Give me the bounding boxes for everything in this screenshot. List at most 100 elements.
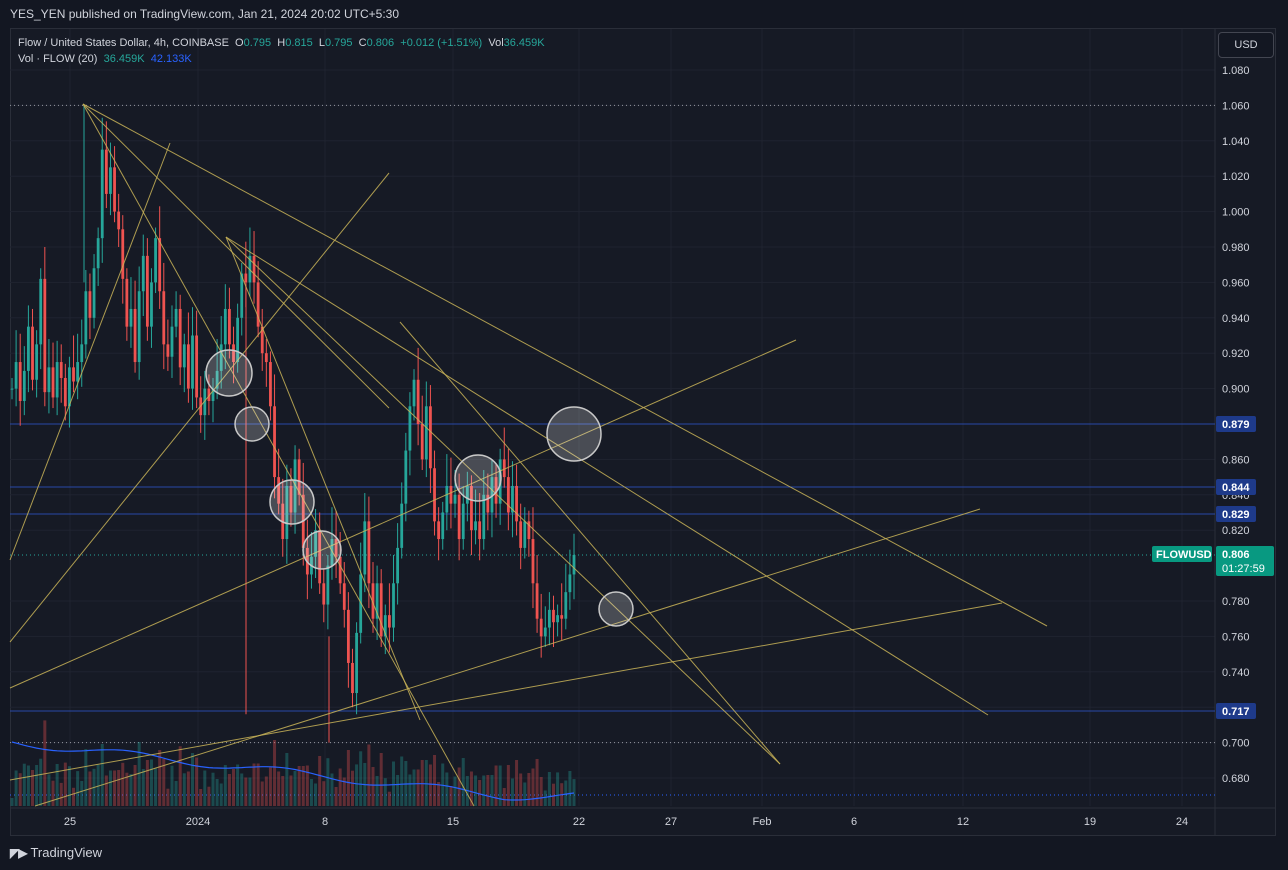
candle-body xyxy=(35,344,39,380)
volume-bar xyxy=(502,788,506,806)
volume-bar xyxy=(457,767,461,806)
y-tick-label: 0.900 xyxy=(1222,384,1250,396)
highlight-circle xyxy=(205,349,253,397)
candle-body xyxy=(228,308,231,345)
volume-bar xyxy=(281,776,285,806)
y-tick-label: 0.940 xyxy=(1222,313,1250,325)
candle-body xyxy=(158,238,162,292)
trend-line xyxy=(225,236,989,716)
candle-body xyxy=(154,238,157,283)
footer-branding: ◤▶ TradingView xyxy=(10,845,102,860)
candle-body xyxy=(22,370,26,401)
candle-body xyxy=(502,459,506,478)
volume-bar xyxy=(375,776,379,806)
candle-body xyxy=(129,308,133,327)
volume-bar xyxy=(326,758,330,806)
volume-bar xyxy=(416,769,420,806)
candle-body xyxy=(104,149,108,194)
candle-body xyxy=(39,278,43,345)
volume-bar xyxy=(539,777,543,806)
candle-body xyxy=(568,574,572,593)
volume-bar xyxy=(474,775,478,806)
volume-bar xyxy=(461,758,465,806)
y-tick-label: 0.980 xyxy=(1222,242,1250,254)
volume-bar xyxy=(379,753,383,806)
volume-bar xyxy=(170,765,174,806)
x-tick-label: 24 xyxy=(1176,816,1188,828)
tradingview-logo-icon: ◤▶ xyxy=(10,845,27,860)
highlight-circle xyxy=(598,591,634,627)
y-tick-label: 0.760 xyxy=(1222,631,1250,643)
volume-bar xyxy=(108,770,112,806)
y-tick-label: 1.020 xyxy=(1222,171,1250,183)
candle-body xyxy=(269,362,272,407)
volume-bar xyxy=(149,759,153,806)
volume-bar xyxy=(387,791,391,806)
price-tag-label: 0.879 xyxy=(1222,419,1250,431)
candle-body xyxy=(527,521,531,540)
y-tick-label: 0.740 xyxy=(1222,667,1250,679)
volume-bar xyxy=(564,780,568,806)
volume-bar xyxy=(178,746,182,806)
candle-body xyxy=(178,308,182,368)
volume-bar xyxy=(236,764,240,806)
volume-ma-value: 42.133K xyxy=(150,53,192,65)
volume-bar xyxy=(223,765,227,806)
candle-body xyxy=(55,362,59,398)
volume-bar xyxy=(519,773,523,806)
volume-bar xyxy=(248,777,252,806)
candle-body xyxy=(457,494,461,540)
volume-indicator-value: 36.459K xyxy=(103,53,145,65)
last-price-bg xyxy=(1216,546,1274,576)
candle-body xyxy=(182,344,186,368)
legend-main-row: Flow / United States Dollar, 4h, COINBAS… xyxy=(18,35,545,51)
price-tag-bg xyxy=(1216,703,1256,719)
volume-bar xyxy=(166,788,170,806)
candle-body xyxy=(543,627,547,637)
volume-indicator-label[interactable]: Vol · FLOW (20) xyxy=(18,53,98,65)
candle-body xyxy=(80,344,84,363)
volume-bar xyxy=(256,763,260,806)
volume-bar xyxy=(199,789,203,806)
volume-bar xyxy=(531,768,535,806)
vol-label: Vol xyxy=(488,37,504,49)
candle-body xyxy=(416,379,420,424)
candle-body xyxy=(465,485,469,504)
candle-body xyxy=(92,268,96,318)
candle-body xyxy=(363,521,367,575)
volume-bar xyxy=(342,777,346,806)
volume-bar xyxy=(125,772,129,806)
candle-body xyxy=(470,485,473,531)
volume-bar xyxy=(59,782,63,806)
candle-body xyxy=(396,547,400,584)
chart-frame[interactable] xyxy=(10,28,1276,836)
volume-bar xyxy=(396,775,400,806)
y-tick-label: 0.820 xyxy=(1222,525,1250,537)
candle-body xyxy=(314,530,317,557)
candle-body xyxy=(547,609,551,628)
candle-body xyxy=(531,539,535,584)
volume-bar xyxy=(67,766,71,806)
volume-bar xyxy=(445,772,449,806)
volume-bar xyxy=(117,770,121,806)
symbol-label[interactable]: Flow / United States Dollar, 4h, COINBAS… xyxy=(18,37,229,49)
brand-name: TradingView xyxy=(30,845,103,860)
volume-bar xyxy=(547,772,551,806)
volume-bar xyxy=(137,742,141,806)
x-tick-label: 15 xyxy=(447,816,459,828)
candle-body xyxy=(535,583,539,619)
candle-body xyxy=(433,468,436,522)
candle-body xyxy=(113,167,116,212)
volume-bar xyxy=(355,764,359,806)
currency-button[interactable]: USD xyxy=(1218,32,1274,58)
candle-body xyxy=(141,255,145,292)
y-tick-label: 0.920 xyxy=(1222,348,1250,360)
candle-body xyxy=(404,450,408,504)
candle-body xyxy=(351,662,354,694)
trend-line xyxy=(9,339,797,689)
candle-body xyxy=(367,521,371,584)
x-tick-label: 27 xyxy=(665,816,677,828)
candle-body xyxy=(125,278,129,327)
candle-body xyxy=(330,539,334,566)
